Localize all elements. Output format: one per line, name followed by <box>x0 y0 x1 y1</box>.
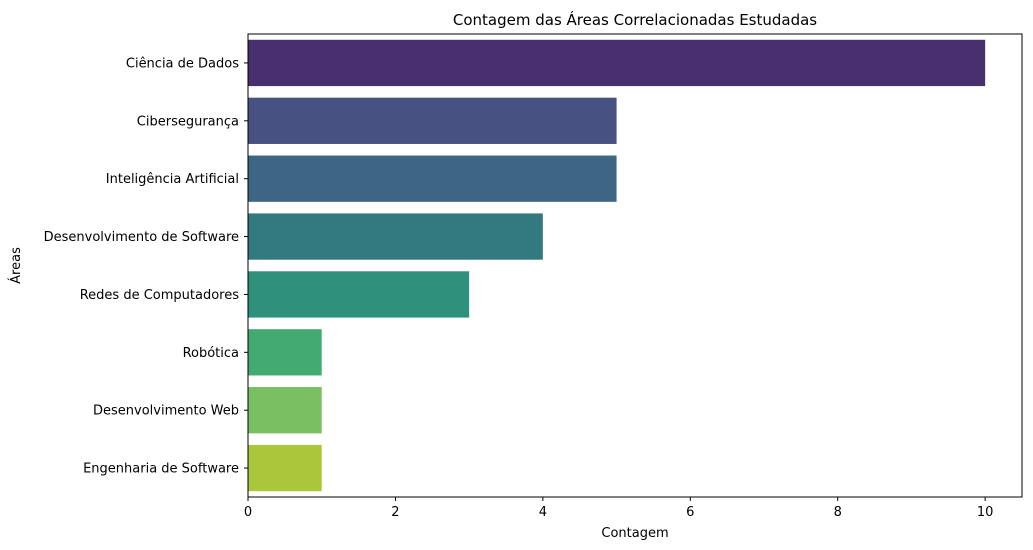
bar-3 <box>248 155 617 202</box>
x-tick-label: 2 <box>391 505 399 520</box>
y-tick-label: Desenvolvimento Web <box>93 404 239 419</box>
bar-6 <box>248 329 322 376</box>
x-tick-label: 6 <box>686 505 694 520</box>
chart-title: Contagem das Áreas Correlacionadas Estud… <box>453 10 817 29</box>
bar-4 <box>248 213 543 260</box>
y-tick-label: Ciência de Dados <box>126 56 239 71</box>
y-tick-label: Engenharia de Software <box>83 462 239 477</box>
x-tick-label: 10 <box>977 505 994 520</box>
x-tick-label: 0 <box>244 505 252 520</box>
bar-8 <box>248 444 322 492</box>
plot-frame <box>247 33 1023 498</box>
y-tick-label: Inteligência Artificial <box>106 172 239 187</box>
bars <box>248 39 986 492</box>
y-tick-label: Desenvolvimento de Software <box>44 230 239 245</box>
y-tick-label: Cibersegurança <box>137 114 239 129</box>
x-axis-ticks: 0 2 4 6 8 10 <box>244 497 994 520</box>
y-axis-label: Áreas <box>8 247 24 284</box>
bar-5 <box>248 271 470 318</box>
y-tick-label: Robótica <box>183 346 239 361</box>
x-tick-label: 8 <box>834 505 842 520</box>
y-axis-ticks: Ciência de Dados Cibersegurança Inteligênc… <box>44 56 248 477</box>
bar-1 <box>248 39 986 87</box>
x-tick-label: 4 <box>539 505 547 520</box>
x-axis-label: Contagem <box>601 526 668 541</box>
bar-2 <box>248 97 617 144</box>
bar-7 <box>248 387 322 434</box>
y-tick-label: Redes de Computadores <box>80 288 239 303</box>
